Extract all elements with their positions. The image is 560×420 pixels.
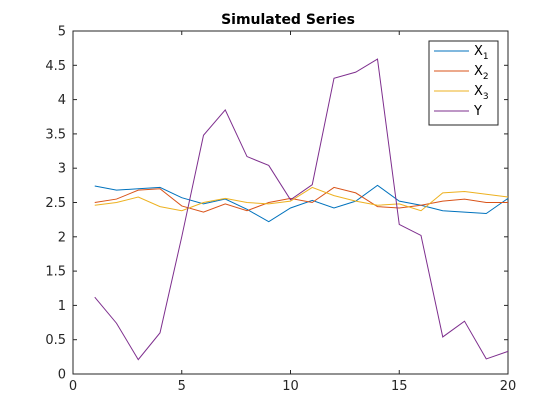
chart-title: Simulated Series xyxy=(221,12,355,28)
y-tick-label: 5 xyxy=(58,25,66,40)
y-tick-label: 1 xyxy=(58,299,66,314)
y-tick-label: 3 xyxy=(58,162,66,177)
y-tick-label: 3.5 xyxy=(45,127,66,142)
x-tick-label: 10 xyxy=(282,379,299,394)
series-line-3 xyxy=(94,186,509,212)
x-tick-label: 20 xyxy=(500,379,517,394)
y-tick-label: 1.5 xyxy=(45,265,66,280)
series-line-2 xyxy=(94,186,508,213)
legend-label-3: X3 xyxy=(474,84,489,102)
legend-label-subscript: 3 xyxy=(483,92,489,102)
y-tick-label: 0.5 xyxy=(45,333,66,348)
legend-label-name: X xyxy=(474,44,483,59)
series-line-4 xyxy=(94,58,509,361)
y-tick-label: 2 xyxy=(58,230,66,245)
legend-label-subscript: 2 xyxy=(483,72,489,82)
legend-label-4: Y xyxy=(473,104,482,119)
legend-label-name: X xyxy=(474,64,483,79)
x-tick-label: 5 xyxy=(178,379,186,394)
y-tick-label: 2.5 xyxy=(45,196,66,211)
series-line-1 xyxy=(94,184,509,223)
legend-label-1: X1 xyxy=(474,44,489,62)
legend-label-name: Y xyxy=(473,104,482,119)
legend-label-2: X2 xyxy=(474,64,489,82)
y-tick-label: 0 xyxy=(58,368,66,383)
legend-label-name: X xyxy=(474,84,483,99)
x-tick-label: 15 xyxy=(391,379,408,394)
y-tick-label: 4.5 xyxy=(45,59,66,74)
x-tick-label: 0 xyxy=(69,379,77,394)
y-tick-label: 4 xyxy=(58,93,66,108)
legend-label-subscript: 1 xyxy=(483,52,489,62)
